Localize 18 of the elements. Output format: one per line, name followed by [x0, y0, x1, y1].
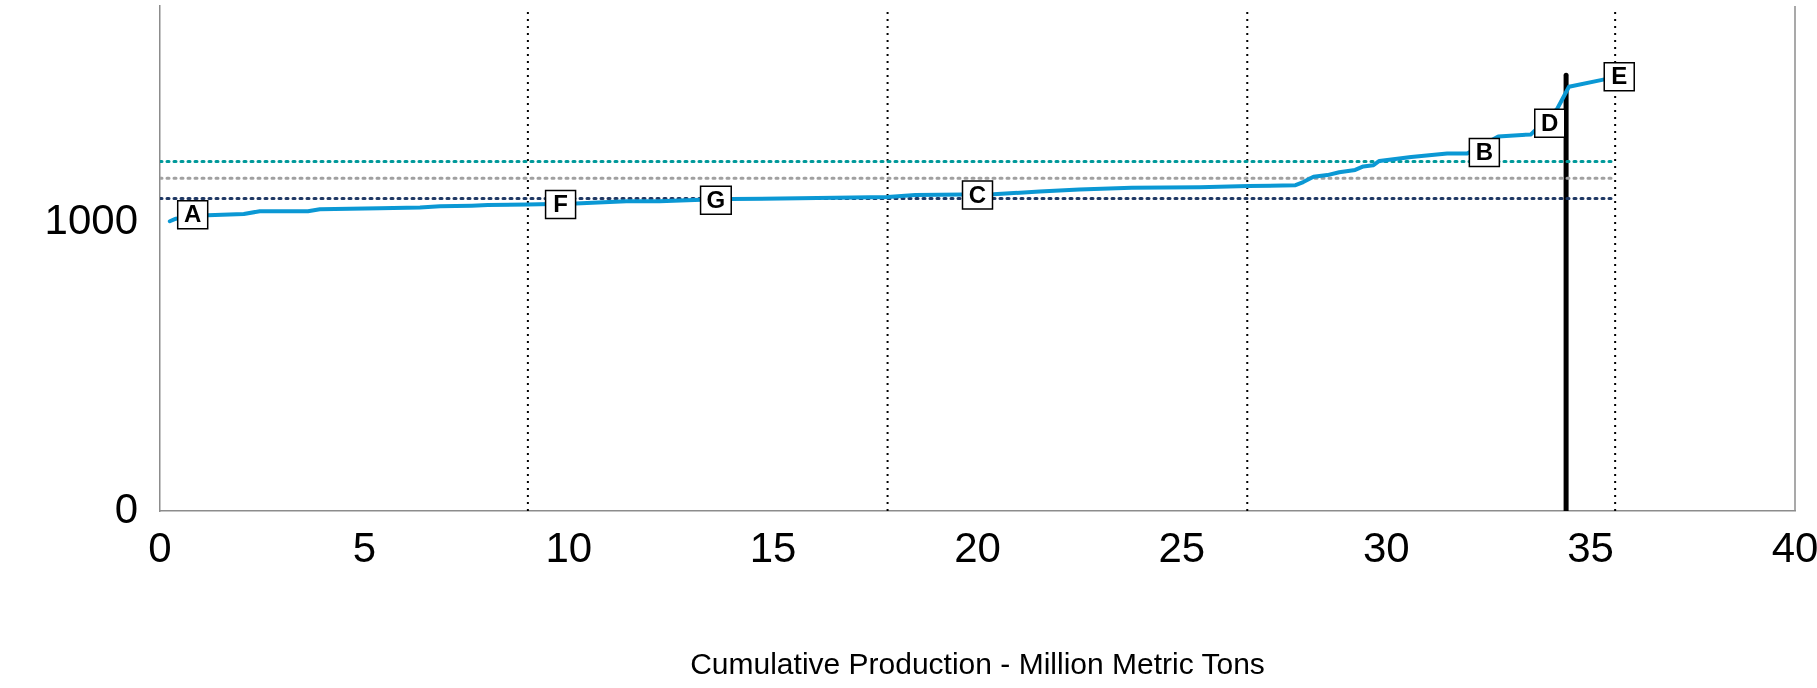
x-tick-label: 10 — [545, 523, 593, 571]
x-tick-label: 30 — [1362, 523, 1410, 571]
x-axis-title: Cumulative Production - Million Metric Tons — [690, 647, 1265, 681]
annotation: D — [1541, 108, 1559, 136]
annotation: A — [184, 200, 202, 228]
x-tick-label: 5 — [352, 523, 377, 571]
y-tick-label: 1000 — [44, 196, 138, 244]
x-tick-label: 35 — [1567, 523, 1614, 571]
annotation: F — [553, 190, 568, 218]
annotation: C — [968, 180, 987, 208]
x-tick-label: 15 — [749, 523, 797, 571]
x-tick-label: 20 — [954, 523, 1001, 571]
annotation: B — [1475, 138, 1494, 166]
annotation: E — [1611, 62, 1628, 90]
x-tick-label: 25 — [1158, 523, 1206, 571]
x-tick-label: 0 — [148, 523, 172, 571]
annotation: G — [706, 185, 726, 213]
x-tick-label: 40 — [1771, 523, 1817, 571]
